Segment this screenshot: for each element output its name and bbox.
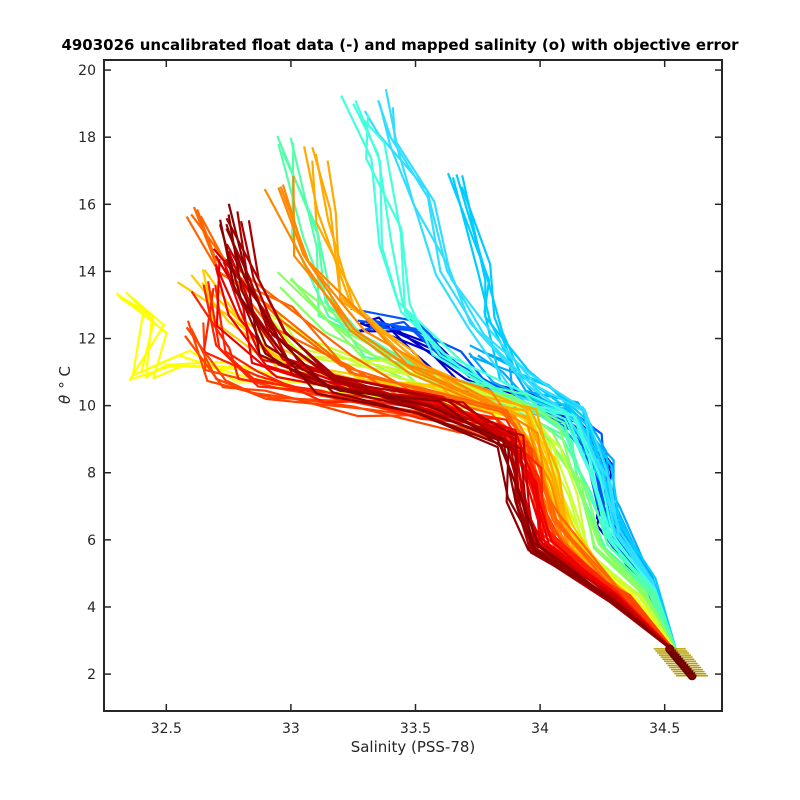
y-axis: 2 4 6 8 10 12 14 16 18 20 [78,63,722,683]
x-tick-label: 34 [531,721,549,737]
chart-title: 4903026 uncalibrated float data (-) and … [61,36,739,54]
x-axis-title: Salinity (PSS-78) [351,738,476,756]
profile-line-3-2 [446,172,679,655]
mapped-salinity-point-13 [665,644,675,654]
x-axis: 32.5 33 33.5 34 34.5 [151,60,680,737]
profile-line-19-3 [218,224,678,655]
x-tick-label: 32.5 [151,721,182,737]
x-tick-label: 33 [282,721,300,737]
profile-line-4-3 [391,107,679,655]
y-tick-label: 20 [78,63,96,79]
y-tick-label: 18 [78,130,96,146]
profile-line-19-4 [225,223,678,655]
mapped-salinity-markers [653,644,709,681]
profile-lines [115,88,679,655]
y-tick-label: 6 [87,533,96,549]
y-axis-title: θ ° C [56,366,74,404]
y-tick-label: 2 [87,667,96,683]
y-tick-label: 4 [87,600,96,616]
y-axis-unit: ° C [56,366,74,389]
x-tick-label: 34.5 [649,721,680,737]
y-tick-label: 16 [78,197,96,213]
profile-line-5-0 [352,103,679,655]
x-tick-label: 33.5 [400,721,431,737]
profile-line-4-2 [378,102,679,655]
y-tick-label: 14 [78,264,96,280]
profile-line-4-1 [363,110,679,655]
y-tick-label: 12 [78,332,96,348]
profile-line-3-4 [455,174,679,655]
y-tick-label: 10 [78,399,96,415]
y-axis-symbol: θ [56,395,74,404]
y-tick-label: 8 [87,466,96,482]
plot-frame [103,59,723,712]
